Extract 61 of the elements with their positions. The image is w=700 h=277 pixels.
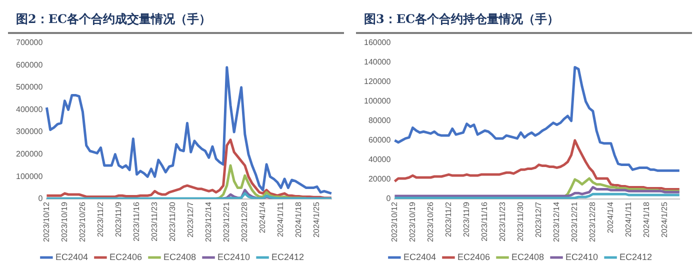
legend-label: EC2404 [55,252,88,262]
x-tick-label: 2023/11/2 [96,201,105,237]
x-tick-label: 2024/1/18 [642,201,652,238]
x-tick-label: 2023/11/30 [516,201,526,242]
x-tick-label: 2023/12/14 [552,201,562,242]
y-tick-label: 60000 [368,136,392,145]
y-tick-label: 200000 [16,150,44,159]
x-tick-label: 2024/1/25 [312,201,322,238]
x-tick-label: 2023/10/19 [408,201,417,242]
chart-title: 图2：EC各个合约成交量情况（手） [15,11,212,28]
legend-label: EC2408 [511,252,544,262]
x-tick-label: 2023/11/23 [498,201,508,242]
legend-label: EC2404 [403,252,436,262]
y-tick-label: 100000 [16,172,44,181]
y-tick-label: 300000 [16,127,44,136]
x-tick-label: 2023/10/26 [78,201,87,242]
x-tick-label: 2023/11/30 [168,201,178,242]
y-tick-label: 40000 [368,155,392,164]
chart-title: 图3：EC各个合约持仓量情况（手） [363,11,560,28]
legend-label: EC2412 [620,252,652,262]
y-tick-label: 500000 [16,82,44,92]
x-tick-label: 2023/11/16 [132,201,141,242]
x-tick-label: 2023/10/12 [390,201,399,242]
x-tick-label: 2023/12/7 [186,201,196,238]
x-tick-label: 2023/11/9 [114,201,123,237]
legend-label: EC2408 [163,252,196,262]
y-tick-label: 160000 [364,38,392,48]
x-tick-label: 2023/10/12 [42,201,51,242]
x-tick-label: 2024/1/4 [606,201,616,234]
y-tick-label: 400000 [16,104,44,114]
x-tick-label: 2024/1/25 [660,201,670,238]
x-tick-label: 2023/11/23 [150,201,160,242]
legend-label: EC2410 [566,252,598,262]
y-tick-label: 140000 [364,58,392,67]
x-tick-label: 2023/11/9 [462,201,471,237]
y-tick-label: 120000 [364,77,392,86]
x-tick-label: 2024/1/11 [276,201,286,237]
x-tick-label: 2024/1/18 [294,201,304,238]
x-tick-label: 2024/1/4 [258,201,268,234]
y-tick-label: 0 [386,194,392,204]
legend-label: EC2406 [109,252,142,262]
legend-label: EC2406 [457,252,490,262]
y-tick-label: 600000 [16,60,44,70]
y-tick-label: 0 [38,194,44,204]
y-tick-label: 80000 [368,116,392,126]
y-tick-label: 20000 [368,174,392,184]
x-tick-label: 2023/12/14 [204,201,214,242]
x-tick-label: 2023/11/16 [480,201,489,242]
y-tick-label: 700000 [16,38,44,48]
x-tick-label: 2023/12/28 [240,201,250,242]
x-tick-label: 2023/12/21 [570,201,580,242]
x-tick-label: 2023/12/28 [588,201,598,242]
legend-label: EC2410 [218,252,250,262]
legend-label: EC2412 [272,252,304,262]
x-tick-label: 2023/12/21 [222,201,232,242]
x-tick-label: 2023/10/19 [60,201,69,242]
x-tick-label: 2024/1/11 [624,201,634,237]
x-tick-label: 2023/10/26 [426,201,435,242]
x-tick-label: 2023/12/7 [534,201,544,238]
x-tick-label: 2023/11/2 [444,201,453,237]
y-tick-label: 100000 [364,96,392,106]
